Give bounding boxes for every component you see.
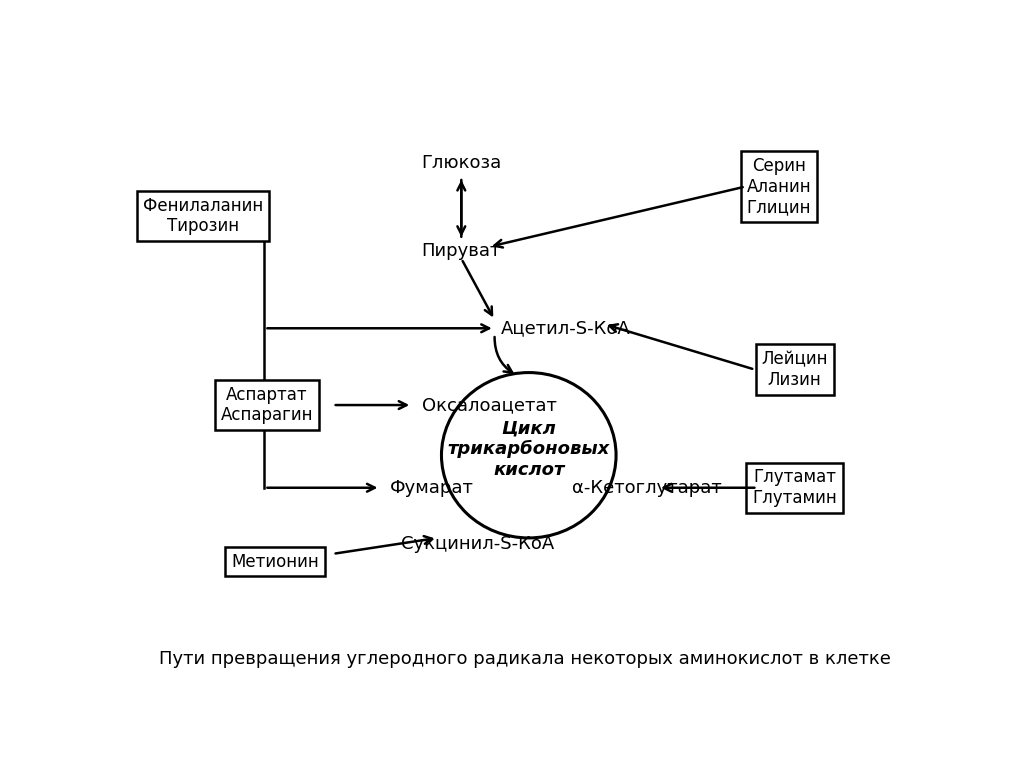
Text: Фенилаланин
Тирозин: Фенилаланин Тирозин xyxy=(143,196,263,235)
Text: Сукцинил-S-КоА: Сукцинил-S-КоА xyxy=(400,535,554,553)
Text: Фумарат: Фумарат xyxy=(390,479,474,497)
Text: Глюкоза: Глюкоза xyxy=(421,154,502,172)
Text: Глутамат
Глутамин: Глутамат Глутамин xyxy=(753,469,837,507)
Text: Пируват: Пируват xyxy=(422,242,501,261)
Text: Пути превращения углеродного радикала некоторых аминокислот в клетке: Пути превращения углеродного радикала не… xyxy=(159,650,891,668)
Text: Оксалоацетат: Оксалоацетат xyxy=(422,396,556,414)
Text: Ацетил-S-КоА: Ацетил-S-КоА xyxy=(501,319,631,337)
Text: Цикл
трикарбоновых
кислот: Цикл трикарбоновых кислот xyxy=(447,420,610,479)
Text: Серин
Аланин
Глицин: Серин Аланин Глицин xyxy=(746,156,811,216)
Text: Аспартат
Аспарагин: Аспартат Аспарагин xyxy=(220,386,313,424)
Text: Лейцин
Лизин: Лейцин Лизин xyxy=(762,351,827,389)
Text: Метионин: Метионин xyxy=(231,552,318,571)
Text: α-Кетоглутарат: α-Кетоглутарат xyxy=(572,479,722,497)
